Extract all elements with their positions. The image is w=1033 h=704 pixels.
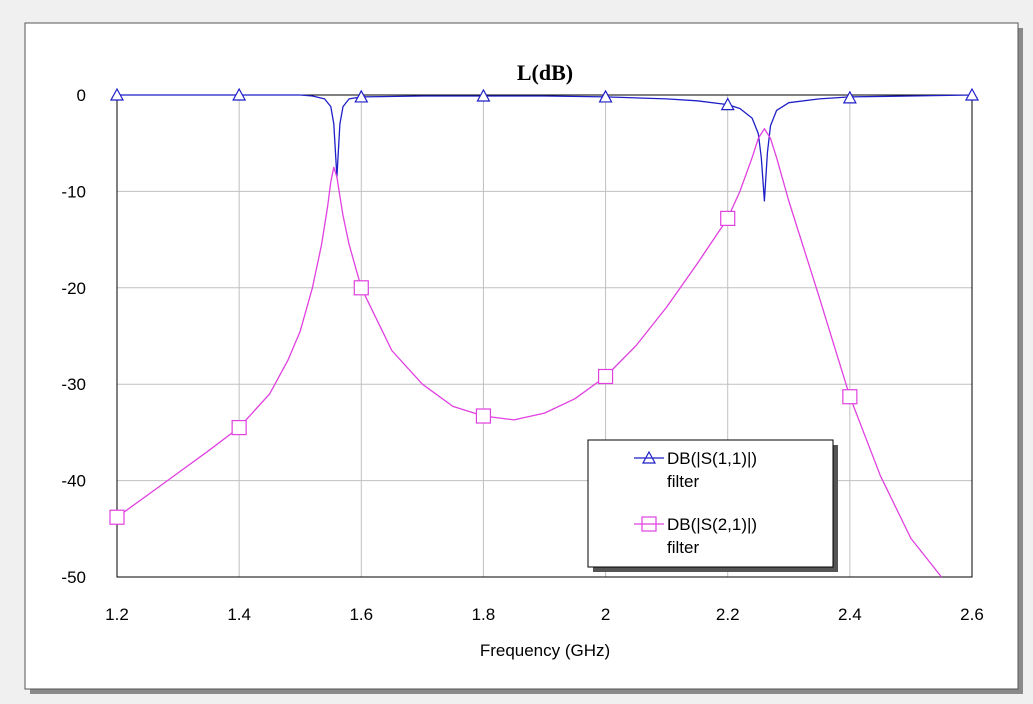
data-point-s11 xyxy=(232,87,247,101)
y-tick-label: -20 xyxy=(61,279,86,298)
data-point-s21 xyxy=(231,419,247,436)
plot-area xyxy=(117,95,972,577)
legend-s11-label: DB(|S(1,1)|) xyxy=(667,449,757,468)
y-tick-label: -10 xyxy=(61,182,86,201)
data-point-s11 xyxy=(720,97,735,111)
legend-s21-sublabel: filter xyxy=(667,538,699,557)
data-point-s11 xyxy=(109,87,125,101)
x-tick-label: 2.6 xyxy=(960,605,984,624)
legend-s11-marker xyxy=(641,450,657,464)
legend-s21-label: DB(|S(2,1)|) xyxy=(667,515,757,534)
data-point-s11 xyxy=(598,89,613,103)
legend-s21-marker xyxy=(641,516,657,532)
data-point-s21 xyxy=(720,210,736,226)
series-line-s21 xyxy=(117,128,943,578)
data-point-s11 xyxy=(354,89,369,103)
tick-labels: 1.2 1.4 1.6 1.8 2 2.2 2.4 2.6 0 -10 -20 -30 -40 -50 xyxy=(61,86,983,624)
y-tick-label: -30 xyxy=(61,375,86,394)
legend-box xyxy=(587,439,834,568)
plot-border xyxy=(116,94,973,578)
x-tick-label: 1.8 xyxy=(472,605,496,624)
x-tick-label: 1.6 xyxy=(349,605,373,624)
x-tick-label: 2 xyxy=(601,605,610,624)
data-point-s21 xyxy=(109,509,125,525)
legend: DB(|S(1,1)|) filter DB(|S(2,1)|) filter xyxy=(587,439,838,572)
series-layer xyxy=(117,94,972,578)
x-axis-label: Frequency (GHz) xyxy=(480,641,610,660)
chart-title: L(dB) xyxy=(517,60,573,85)
x-tick-label: 1.2 xyxy=(105,605,129,624)
marker-layer xyxy=(109,87,980,525)
series-line-s11 xyxy=(117,94,972,202)
y-tick-label: -50 xyxy=(61,568,86,587)
data-point-s21 xyxy=(597,368,614,385)
data-point-s21 xyxy=(353,280,369,296)
y-tick-label: -40 xyxy=(61,472,86,491)
legend-s11-sublabel: filter xyxy=(667,472,699,491)
data-point-s21 xyxy=(842,389,858,405)
y-tick-label: 0 xyxy=(77,86,86,105)
data-point-s21 xyxy=(475,408,492,424)
x-tick-label: 1.4 xyxy=(227,605,251,624)
data-point-s11 xyxy=(964,87,980,101)
data-point-s11 xyxy=(842,90,857,104)
data-point-s11 xyxy=(476,88,491,102)
x-tick-label: 2.4 xyxy=(838,605,862,624)
x-tick-label: 2.2 xyxy=(716,605,740,624)
